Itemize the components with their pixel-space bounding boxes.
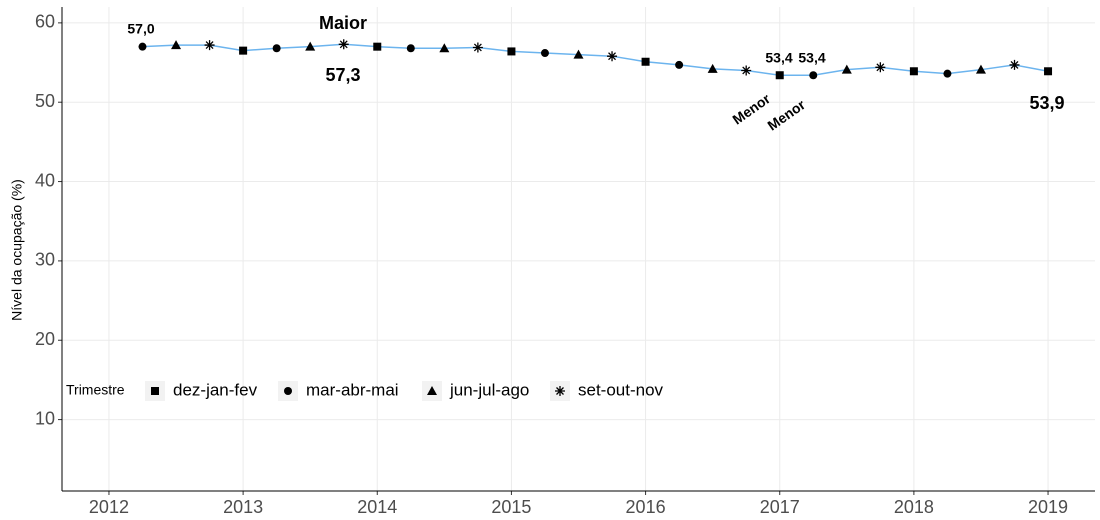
x-tick-label: 2015 bbox=[491, 497, 531, 517]
legend-label: dez-jan-fev bbox=[173, 380, 258, 399]
marker bbox=[406, 44, 415, 53]
marker bbox=[427, 386, 437, 395]
legend-label: mar-abr-mai bbox=[306, 380, 399, 399]
x-tick-label: 2017 bbox=[760, 497, 800, 517]
marker bbox=[943, 69, 952, 78]
x-tick-label: 2019 bbox=[1028, 497, 1068, 517]
marker bbox=[507, 47, 516, 56]
marker bbox=[573, 49, 584, 59]
marker bbox=[875, 62, 886, 73]
marker bbox=[373, 42, 382, 51]
marker bbox=[1044, 67, 1053, 76]
marker bbox=[138, 42, 147, 51]
annotation: 53,4 bbox=[765, 50, 792, 66]
x-tick-label: 2016 bbox=[626, 497, 666, 517]
annotation: 53,9 bbox=[1029, 93, 1064, 113]
x-tick-label: 2018 bbox=[894, 497, 934, 517]
legend-label: set-out-nov bbox=[578, 380, 664, 399]
marker bbox=[239, 46, 248, 55]
y-tick-label: 30 bbox=[35, 250, 55, 270]
marker bbox=[775, 71, 784, 80]
y-tick-label: 50 bbox=[35, 91, 55, 111]
y-tick-label: 10 bbox=[35, 408, 55, 428]
annotation: 57,0 bbox=[127, 21, 154, 37]
marker bbox=[707, 63, 718, 73]
marker bbox=[607, 51, 618, 62]
marker bbox=[151, 387, 159, 395]
marker bbox=[741, 65, 752, 76]
marker bbox=[540, 49, 549, 58]
marker bbox=[284, 387, 292, 395]
marker bbox=[439, 43, 450, 53]
marker bbox=[305, 41, 316, 51]
annotation: 53,4 bbox=[798, 50, 825, 66]
marker bbox=[975, 64, 986, 74]
legend-title: Trimestre bbox=[66, 382, 125, 398]
marker bbox=[909, 67, 918, 76]
x-tick-label: 2014 bbox=[357, 497, 397, 517]
marker bbox=[272, 44, 281, 53]
marker bbox=[675, 60, 684, 69]
marker bbox=[555, 386, 565, 396]
marker bbox=[204, 40, 215, 51]
x-tick-label: 2012 bbox=[89, 497, 129, 517]
y-tick-label: 20 bbox=[35, 329, 55, 349]
marker bbox=[472, 42, 483, 53]
marker bbox=[641, 57, 650, 66]
marker bbox=[1009, 59, 1020, 70]
y-tick-label: 60 bbox=[35, 12, 55, 32]
legend-label: jun-jul-ago bbox=[449, 380, 529, 399]
line bbox=[142, 43, 1049, 76]
y-axis-label: Nível da ocupação (%) bbox=[9, 179, 25, 321]
marker bbox=[338, 39, 349, 50]
annotation: Maior bbox=[319, 13, 367, 33]
marker bbox=[809, 71, 818, 80]
annotation: 57,3 bbox=[325, 65, 360, 85]
marker bbox=[841, 64, 852, 74]
marker bbox=[171, 40, 182, 50]
y-tick-label: 40 bbox=[35, 170, 55, 190]
x-tick-label: 2013 bbox=[223, 497, 263, 517]
